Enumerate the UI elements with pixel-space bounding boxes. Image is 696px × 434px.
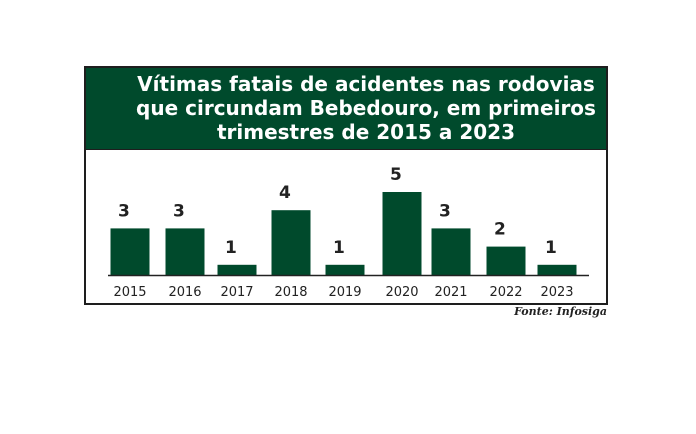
bar-2021: [431, 228, 471, 275]
chart-header: Vítimas fatais de acidentes nas rodovias…: [86, 68, 606, 150]
bar-2020: [382, 192, 422, 275]
x-tick-label-2015: 2015: [113, 285, 146, 300]
data-label-2020: 5: [390, 165, 402, 185]
chart-title-line: Vítimas fatais de acidentes nas rodovias: [137, 72, 595, 96]
x-tick-label-2018: 2018: [274, 285, 307, 300]
source-note: Fonte: Infosiga: [514, 305, 607, 318]
data-label-2017: 1: [225, 238, 237, 258]
x-tick-label-2016: 2016: [168, 285, 201, 300]
x-tick-label-2021: 2021: [434, 285, 467, 300]
x-tick-label-2020: 2020: [385, 285, 418, 300]
chart-title: Vítimas fatais de acidentes nas rodovias…: [86, 72, 606, 144]
data-label-2022: 2: [494, 220, 506, 240]
bar-2017: [217, 264, 257, 275]
chart-title-line: que circundam Bebedouro, em primeiros: [136, 96, 596, 120]
x-tick-label-2022: 2022: [489, 285, 522, 300]
x-tick-label-2023: 2023: [540, 285, 573, 300]
data-label-2023: 1: [545, 238, 557, 258]
data-label-2015: 3: [118, 201, 130, 221]
bar-2023: [537, 264, 577, 275]
data-label-2021: 3: [439, 201, 451, 221]
bar-2016: [165, 228, 205, 275]
chart-title-line: trimestres de 2015 a 2023: [216, 120, 516, 144]
bar-2022: [486, 246, 526, 275]
data-label-2016: 3: [173, 201, 185, 221]
bar-2019: [325, 264, 365, 275]
x-tick-label-2017: 2017: [220, 285, 253, 300]
bar-2018: [271, 210, 311, 275]
data-label-2018: 4: [279, 183, 291, 203]
bar-2015: [110, 228, 150, 275]
chart-frame: Vítimas fatais de acidentes nas rodovias…: [84, 66, 608, 305]
x-tick-label-2019: 2019: [328, 285, 361, 300]
data-label-2019: 1: [333, 238, 345, 258]
